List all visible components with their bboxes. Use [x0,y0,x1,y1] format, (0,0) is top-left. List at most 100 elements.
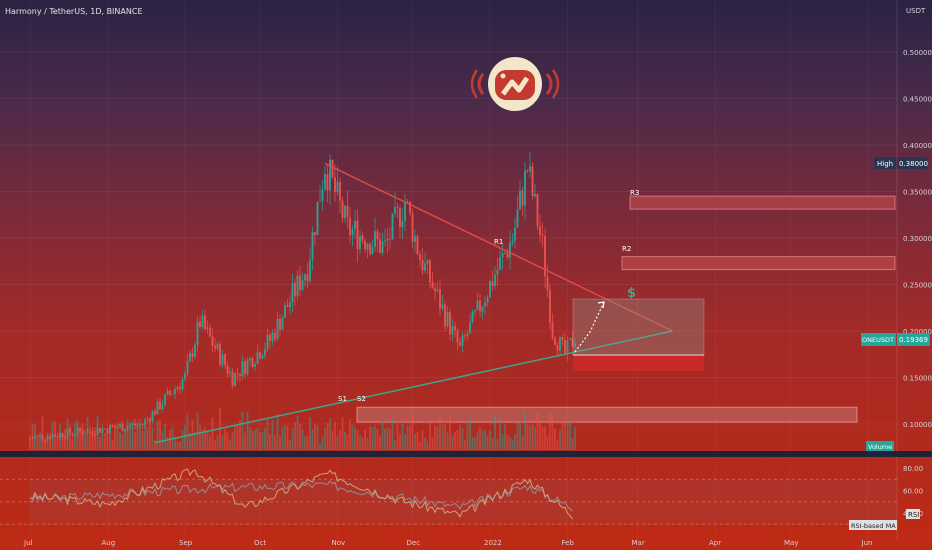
candle-body [471,311,474,323]
trendlines[interactable] [154,162,673,444]
volume-bar [404,434,406,450]
candle-body [384,240,386,242]
volume-bar [539,419,541,450]
candle-body [356,220,359,250]
volume-bar [114,425,116,450]
candle-body [329,159,331,191]
candle-body [419,254,421,260]
candle-body [506,252,509,258]
candle-body [181,379,184,389]
rsi-label: RSI [908,511,919,519]
target-annotation: $ [627,286,636,301]
volume-bar [341,416,344,450]
candle-body [411,213,414,242]
candle-body [124,429,126,432]
volume-bar [379,435,381,450]
volume-bar [151,427,154,450]
candle-body [306,274,309,281]
candle-body [191,353,194,357]
candle-body [164,394,166,405]
rsi-pane[interactable] [0,468,897,525]
candle-body [234,372,236,386]
candle-body [521,190,524,206]
candle-body [279,318,281,330]
candle-body [374,231,376,247]
candle-body [116,427,119,429]
candle-body [39,435,41,436]
candle-body [289,302,291,308]
candle-body [91,430,94,435]
candle-body [421,259,424,271]
candle-body [139,423,141,425]
candle-body [271,332,274,342]
volume-bar [346,434,349,450]
volume-bar [351,424,354,450]
pane-separator[interactable] [0,451,932,457]
candle-body [496,269,499,275]
volume-bar [314,423,316,450]
volume-bar [324,427,326,450]
volume-bar [241,411,244,450]
volume-bar [489,430,491,450]
volume-bar [354,427,356,450]
volume-bar [506,434,509,450]
candle-body [226,365,229,374]
candle-body [541,234,544,236]
volume-bar [411,412,414,450]
zone-support [356,406,858,423]
candle-body [269,334,271,342]
price-axis[interactable]: 0.50000 0.45000 0.40000 0.35000 0.30000 0.250… [903,49,932,429]
volume-bar [301,428,304,450]
rsi-tick: 60.00 [903,488,923,496]
candle-body [199,321,201,327]
candle-body [166,390,169,395]
candle-body [79,427,81,432]
candle-body [524,170,526,206]
candle-body [281,317,284,330]
candle-body [49,436,51,439]
volume-bar [244,432,246,450]
volume-bar [206,431,209,450]
candle-body [444,304,446,327]
price-tick: 0.50000 [903,49,932,57]
volume-bar [466,421,469,450]
volume-bar [524,411,526,450]
candle-body [54,434,56,437]
volume-bar [376,428,379,450]
time-tick: 2022 [484,539,502,547]
candle-body [391,213,394,240]
volume-bar [331,431,334,450]
high-value: 0.38000 [899,160,928,168]
candle-body [569,338,571,340]
candle-body [499,257,501,270]
volume-bar [214,440,216,450]
candle-body [509,242,511,258]
volume-bar [289,439,291,450]
volume-bar [541,426,544,450]
volume-bar [166,436,169,450]
candle-body [561,336,564,340]
volume-bar [204,427,206,450]
candle-body [104,428,106,430]
projection-box[interactable] [572,298,705,371]
candle-body [111,424,114,427]
price-tick: 0.10000 [903,421,932,429]
candle-body [401,220,404,228]
volume-bar [254,429,256,450]
time-axis[interactable]: Jul Aug Sep Oct Nov Dec 2022 Feb Mar Apr May Jun [23,539,872,547]
rsi-badge [906,509,920,519]
volume-bar [389,428,391,450]
volume-bar [216,435,219,450]
volume-bar [91,433,94,450]
volume-bar [84,434,86,450]
candle-body [186,361,189,374]
trendline-ascending [154,330,673,444]
volume-bar [449,415,451,450]
candle-body [264,349,266,356]
volume-bar [504,424,506,450]
volume-bar [79,431,81,450]
volume-bar [381,421,384,450]
volume-bar [239,420,241,450]
candle-body [64,437,66,439]
